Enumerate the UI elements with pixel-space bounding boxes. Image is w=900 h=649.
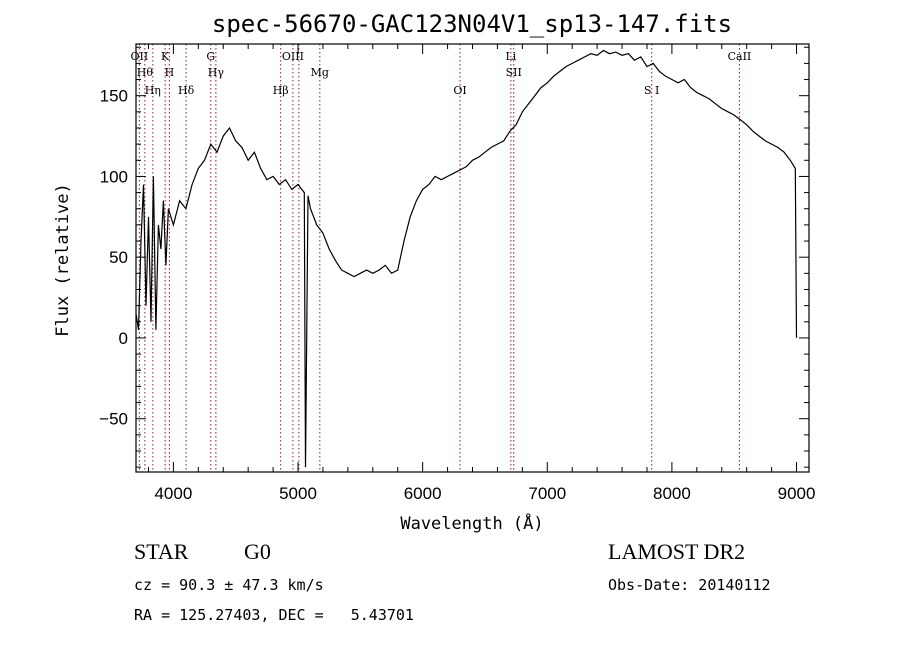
coordinates: RA = 125.27403, DEC = 5.43701 bbox=[134, 606, 414, 624]
y-axis-label: Flux (relative) bbox=[53, 183, 73, 337]
x-tick-label: 7000 bbox=[528, 484, 566, 503]
reference-line-label: Mg bbox=[311, 66, 329, 79]
x-axis-label: Wavelength (Å) bbox=[400, 512, 543, 534]
reference-line-label: H bbox=[165, 66, 175, 79]
reference-line-label: OI bbox=[453, 84, 466, 97]
object-class: STAR bbox=[134, 539, 189, 564]
y-tick-label: 0 bbox=[119, 329, 128, 348]
reference-line-label: G bbox=[206, 50, 215, 63]
x-tick-label: 5000 bbox=[279, 484, 317, 503]
reference-line-label: Hγ bbox=[208, 66, 225, 79]
object-subclass: G0 bbox=[244, 539, 271, 564]
reference-line-label: Hθ bbox=[137, 66, 154, 79]
reference-line-label: SII bbox=[506, 66, 522, 79]
reference-line-label: Hη bbox=[145, 84, 161, 97]
x-tick-label: 4000 bbox=[154, 484, 192, 503]
reference-line-label: S I bbox=[644, 84, 659, 97]
reference-line-label: OII bbox=[131, 50, 149, 63]
x-axis-ticks: 4000 5000 6000 7000 8000 9000 bbox=[147, 44, 816, 503]
spectrum-series-line bbox=[135, 49, 798, 468]
x-tick-label: 9000 bbox=[778, 484, 816, 503]
plot-frame bbox=[135, 43, 810, 473]
y-tick-label: 100 bbox=[100, 167, 128, 186]
redshift-velocity: cz = 90.3 ± 47.3 km/s bbox=[134, 576, 324, 594]
reference-lines bbox=[138, 44, 740, 472]
y-tick-label: 150 bbox=[100, 87, 128, 106]
y-tick-label: −50 bbox=[99, 410, 128, 429]
observation-date: Obs-Date: 20140112 bbox=[608, 576, 771, 594]
x-tick-label: 8000 bbox=[653, 484, 691, 503]
reference-line-label: Hδ bbox=[178, 84, 195, 97]
survey-name: LAMOST DR2 bbox=[608, 539, 745, 564]
reference-line-label: K bbox=[161, 50, 170, 63]
y-axis-ticks: −50 0 50 100 150 bbox=[99, 46, 809, 468]
chart-title: spec-56670-GAC123N04V1_sp13-147.fits bbox=[212, 10, 732, 38]
y-tick-label: 50 bbox=[109, 248, 128, 267]
reference-line-label: Li bbox=[505, 50, 516, 63]
reference-line-label: Hβ bbox=[273, 84, 289, 97]
reference-line-label: CaII bbox=[728, 50, 752, 63]
x-tick-label: 6000 bbox=[404, 484, 442, 503]
reference-line-label: OIII bbox=[282, 50, 304, 63]
